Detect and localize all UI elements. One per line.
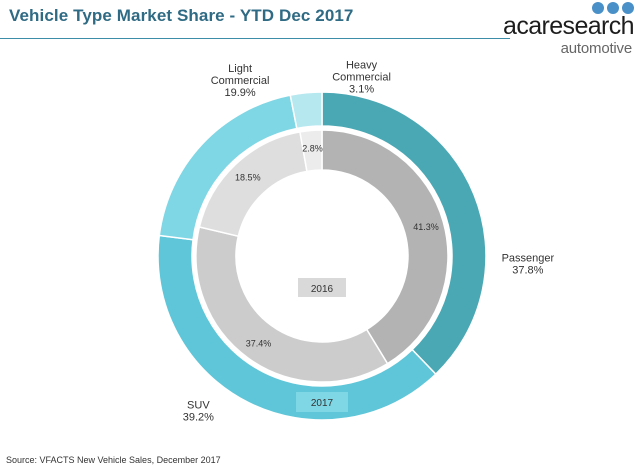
outer-ring-label-light-commercial-1: Commercial xyxy=(211,75,270,87)
inner-ring-label-heavy-commercial: 2.8% xyxy=(302,143,323,153)
logo-subtitle: automotive xyxy=(560,40,633,57)
outer-ring-label-passenger-1: 37.8% xyxy=(512,264,543,276)
outer-ring-label-heavy-commercial-0: Heavy xyxy=(346,59,378,71)
inner-ring-slice-suv xyxy=(195,226,389,383)
title-divider xyxy=(0,38,510,39)
ring-badge-2017-label: 2017 xyxy=(311,398,334,409)
outer-ring-slice-heavy-commercial xyxy=(289,91,323,130)
outer-ring-label-light-commercial-0: Light xyxy=(228,63,252,75)
page-title: Vehicle Type Market Share - YTD Dec 2017 xyxy=(9,6,354,25)
ring-badge-2017 xyxy=(296,392,348,412)
inner-ring-label-suv: 37.4% xyxy=(246,338,272,348)
acaresearch-logo: acaresearch automotive xyxy=(503,2,635,57)
three-dots-logo-icon xyxy=(588,2,634,16)
inner-ring-slice-passenger xyxy=(321,129,449,365)
outer-ring-label-heavy-commercial-1: Commercial xyxy=(332,71,391,83)
ring-badge-2016-label: 2016 xyxy=(311,284,334,295)
source-note: Source: VFACTS New Vehicle Sales, Decemb… xyxy=(6,455,221,465)
outer-ring-label-suv-1: 39.2% xyxy=(183,412,214,424)
inner-ring-label-passenger: 41.3% xyxy=(413,222,439,232)
outer-ring-label-suv-0: SUV xyxy=(187,400,210,412)
inner-ring-label-light-commercial: 18.5% xyxy=(235,173,261,183)
outer-ring-label-light-commercial-2: 19.9% xyxy=(224,87,255,99)
ring-badge-2016 xyxy=(298,278,346,297)
inner-ring-slice-heavy-commercial xyxy=(299,129,323,173)
outer-ring-label-heavy-commercial-2: 3.1% xyxy=(349,83,374,95)
logo-wordmark: acaresearch xyxy=(503,12,635,40)
outer-ring-label-passenger-0: Passenger xyxy=(502,252,555,264)
